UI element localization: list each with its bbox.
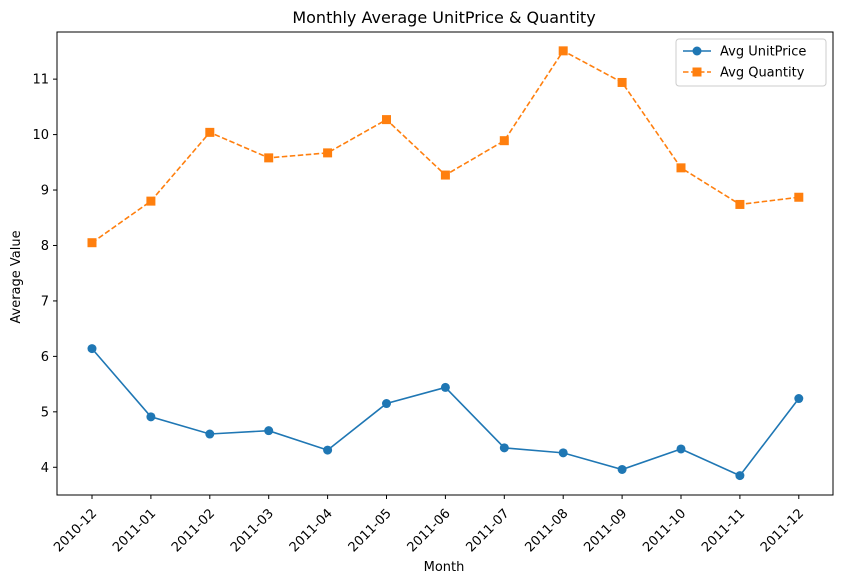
data-point-square — [735, 199, 745, 209]
x-tick-label: 2011-03 — [228, 506, 277, 555]
data-point-circle — [794, 394, 804, 404]
data-point-circle — [205, 429, 215, 439]
chart-title: Monthly Average UnitPrice & Quantity — [292, 8, 595, 27]
y-axis-label: Average Value — [9, 230, 24, 323]
data-point-square — [146, 196, 156, 206]
data-point-circle — [440, 382, 450, 392]
y-tick-label: 8 — [41, 239, 49, 254]
legend-box — [675, 38, 827, 87]
data-point-circle — [146, 412, 156, 422]
plot-frame — [56, 31, 834, 496]
data-point-circle — [499, 443, 509, 453]
x-tick-label: 2011-09 — [581, 506, 630, 555]
data-point-square — [676, 163, 686, 173]
x-tick-label: 2011-02 — [169, 506, 218, 555]
data-point-circle — [87, 344, 97, 354]
y-tick-label: 10 — [32, 128, 49, 143]
x-axis-label: Month — [424, 560, 465, 575]
legend-label-1: Avg Quantity — [720, 66, 805, 81]
data-point-square — [440, 170, 450, 180]
legend-marker-circle — [692, 46, 702, 56]
x-tick-label: 2010-12 — [51, 506, 100, 555]
x-tick-label: 2011-04 — [287, 506, 336, 555]
series-line-0 — [91, 348, 800, 477]
y-tick-label: 6 — [41, 350, 49, 365]
data-point-square — [794, 192, 804, 202]
data-point-square — [617, 77, 627, 87]
data-point-circle — [264, 426, 274, 436]
legend-label-0: Avg UnitPrice — [720, 45, 806, 60]
data-point-circle — [676, 444, 686, 454]
data-point-square — [264, 153, 274, 163]
data-point-square — [323, 148, 333, 158]
data-point-circle — [323, 445, 333, 455]
y-tick-label: 11 — [32, 73, 49, 88]
y-tick-label: 5 — [41, 405, 49, 420]
data-point-circle — [617, 464, 627, 474]
x-tick-label: 2011-10 — [640, 506, 689, 555]
x-tick-label: 2011-05 — [346, 506, 395, 555]
y-tick-label: 9 — [41, 184, 49, 199]
data-point-circle — [558, 448, 568, 458]
x-tick-label: 2011-06 — [405, 506, 454, 555]
y-tick-label: 4 — [41, 461, 49, 476]
x-tick-label: 2011-08 — [522, 506, 571, 555]
data-point-square — [558, 46, 568, 56]
x-tick-label: 2011-07 — [464, 506, 513, 555]
x-tick-label: 2011-01 — [110, 506, 159, 555]
data-point-square — [87, 238, 97, 248]
y-tick-label: 7 — [41, 294, 49, 309]
data-point-circle — [382, 399, 391, 409]
x-tick-label: 2011-11 — [699, 506, 748, 555]
legend-marker-square — [692, 67, 702, 77]
data-point-square — [499, 136, 509, 146]
data-point-circle — [735, 471, 745, 481]
data-point-square — [205, 127, 215, 137]
legend: Avg UnitPrice Avg Quantity — [675, 38, 827, 87]
data-point-square — [382, 115, 391, 125]
x-tick-label: 2011-12 — [758, 506, 807, 555]
